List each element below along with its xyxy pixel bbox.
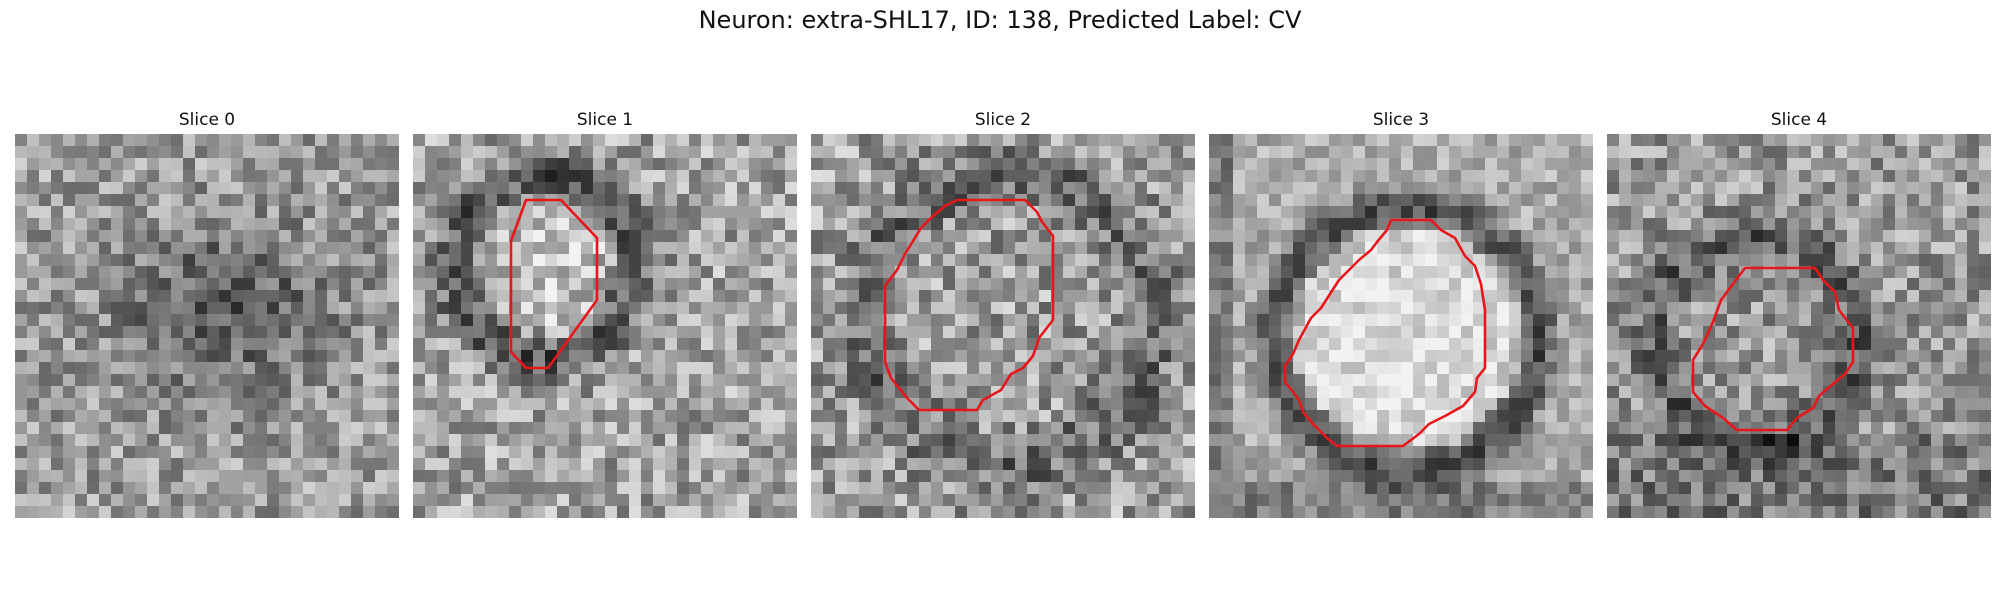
slice-image-svg — [1209, 134, 1593, 518]
slice-title: Slice 3 — [1372, 110, 1430, 130]
slice-title: Slice 4 — [1770, 110, 1828, 130]
segmentation-contour — [883, 198, 1055, 412]
slice-title: Slice 2 — [974, 110, 1032, 130]
slice-image — [413, 134, 797, 518]
slice-title: Slice 0 — [178, 110, 236, 130]
slice-image-svg — [811, 134, 1195, 518]
slice-panel-3: Slice 3 — [1209, 108, 1593, 518]
pixel-grid — [413, 134, 797, 518]
pixel-grid — [1209, 134, 1593, 518]
pixel-grid — [811, 134, 1195, 518]
slice-panel-1: Slice 1 — [413, 108, 797, 518]
slice-panel-0: Slice 0 — [15, 108, 399, 518]
slice-image — [1607, 134, 1991, 518]
slice-title: Slice 1 — [576, 110, 634, 130]
segmentation-contour — [1283, 218, 1487, 448]
slice-panel-2: Slice 2 — [811, 108, 1195, 518]
segmentation-contour — [509, 198, 599, 370]
slice-image — [811, 134, 1195, 518]
slice-image-svg — [1607, 134, 1991, 518]
segmentation-contour — [1691, 266, 1855, 432]
slice-panel-4: Slice 4 — [1607, 108, 1991, 518]
slice-image — [1209, 134, 1593, 518]
pixel-grid — [1607, 134, 1991, 518]
slice-image — [15, 134, 399, 518]
slice-image-svg — [15, 134, 399, 518]
pixel-grid — [15, 134, 399, 518]
figure-title: Neuron: extra-SHL17, ID: 138, Predicted … — [698, 6, 1302, 34]
slice-image-svg — [413, 134, 797, 518]
